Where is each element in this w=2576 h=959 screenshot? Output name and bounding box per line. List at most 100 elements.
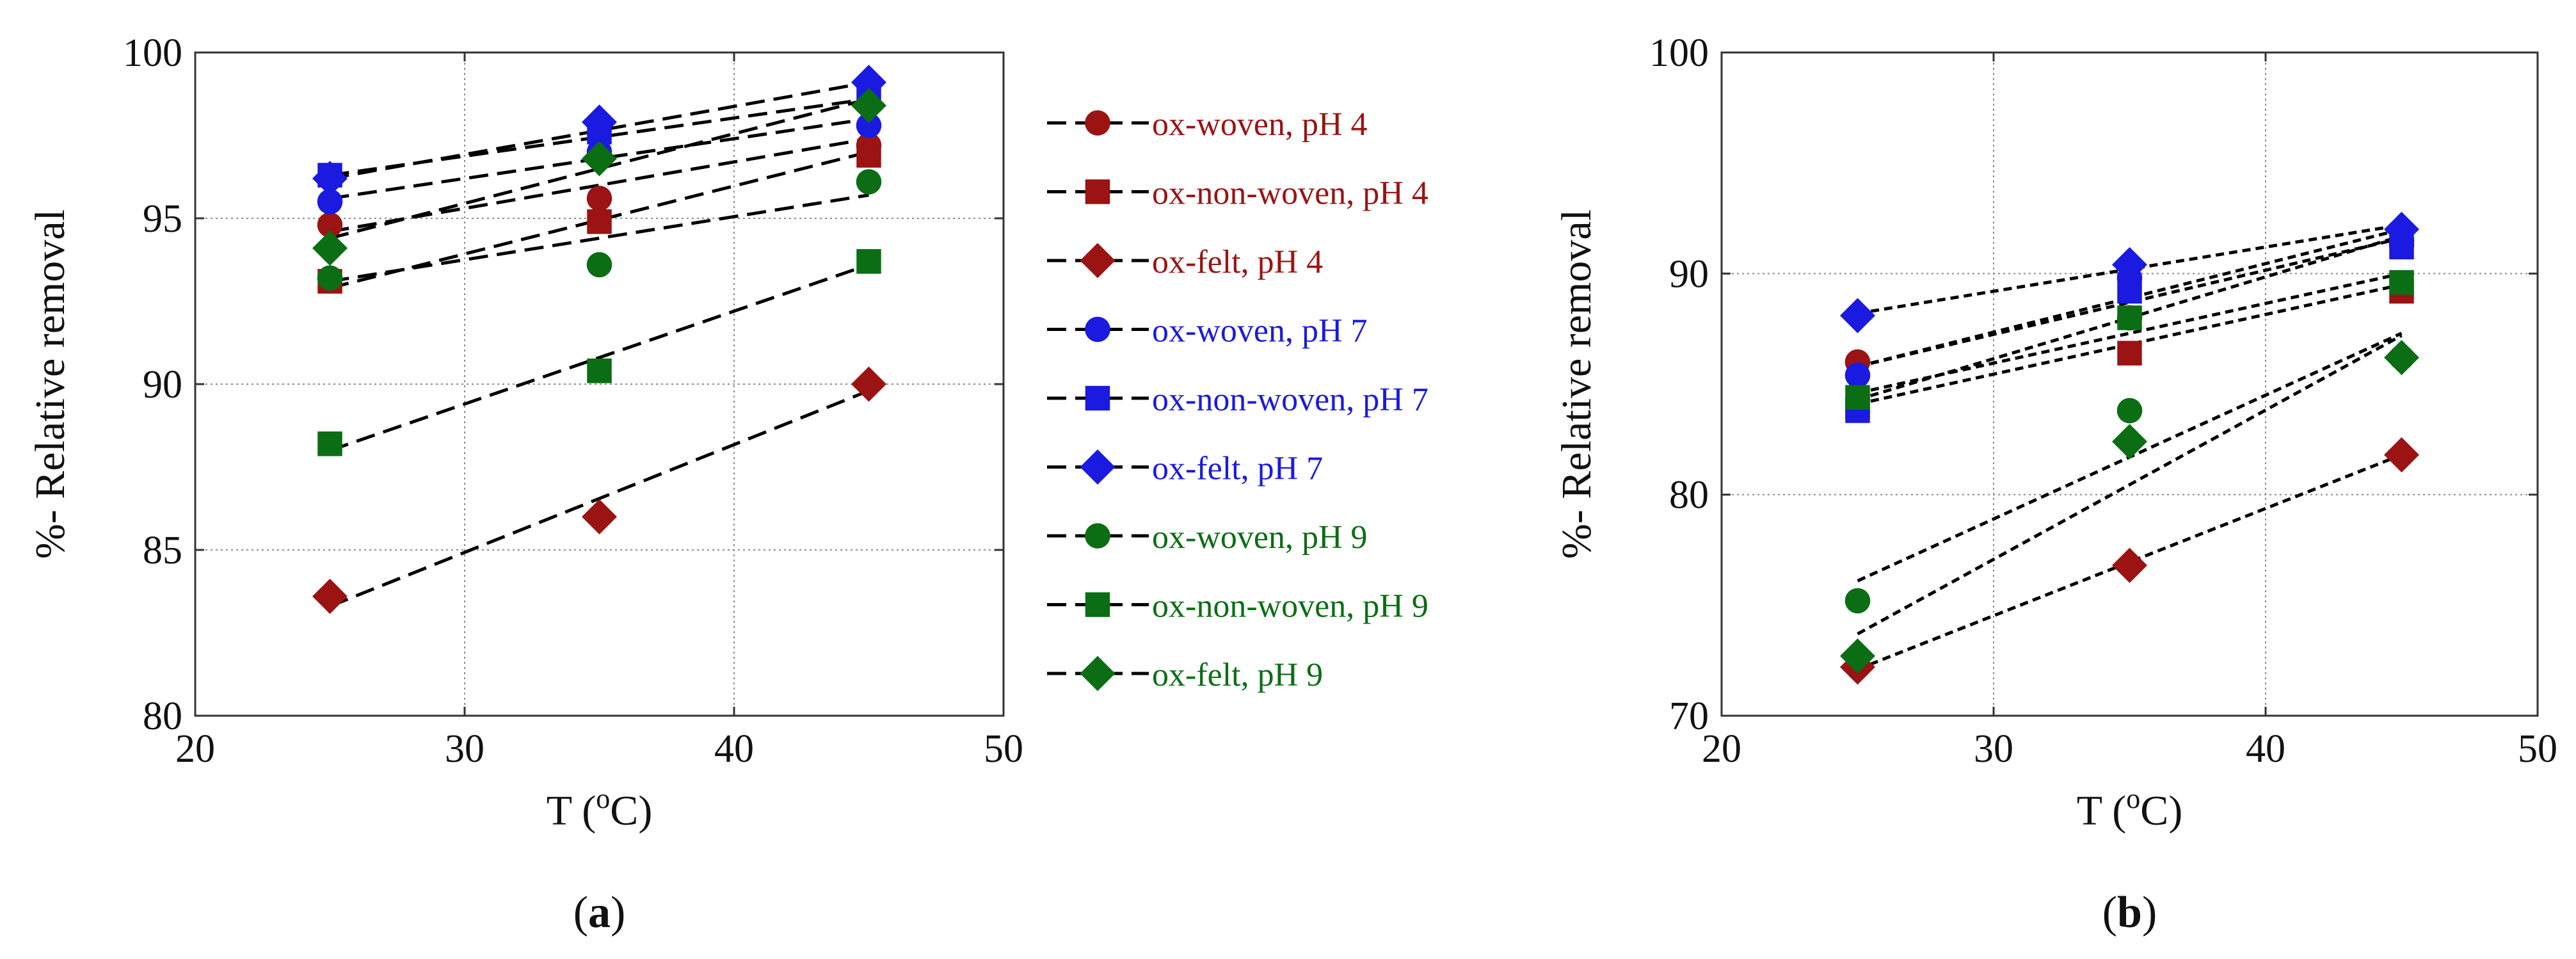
- legend-marker-diamond: [1080, 243, 1116, 278]
- panel-a-point-ox-woven-ph-7-25: [317, 189, 343, 214]
- panel-b-fit-line-ox-felt-ph-4: [1857, 453, 2403, 671]
- legend-marker-diamond: [1080, 449, 1116, 485]
- panel-a: 20 30 40 50 80 85 90 95 100 T (oC) %- Relative rem…: [27, 31, 1023, 937]
- legend-label: ox-felt, pH 7: [1152, 451, 1323, 487]
- panel-b-point-ox-felt-ph-7-25: [1840, 298, 1875, 334]
- panel-a-point-ox-felt-ph-9-45: [851, 88, 886, 124]
- panel-b-fit-line-ox-non-woven-ph-9: [1857, 271, 2403, 395]
- legend-label: ox-woven, pH 4: [1152, 106, 1368, 143]
- legend: ox-woven, pH 4 ox-non-woven, pH 4 ox-felt,…: [1047, 106, 1428, 693]
- panel-a-fit-line-ox-felt-ph-7: [330, 81, 869, 181]
- panel-b-point-ox-felt-ph-9-35: [2112, 424, 2147, 460]
- panel-a-point-ox-felt-ph-7-45: [851, 65, 886, 101]
- legend-label: ox-non-woven, pH 9: [1152, 588, 1428, 625]
- legend-item-ox-felt-ph-7: ox-felt, pH 7: [1047, 449, 1323, 487]
- panel-a-x-tick-label: 20: [175, 727, 215, 771]
- legend-marker-square: [1085, 385, 1110, 411]
- panel-b-y-tick-label: 80: [1669, 474, 1709, 517]
- panel-b-point-ox-non-woven-ph-4-35: [2117, 341, 2142, 366]
- panel-a-point-ox-non-woven-ph-9-35: [587, 359, 612, 383]
- panel-b-fit-line-ox-non-woven-ph-4: [1857, 283, 2403, 406]
- panel-a-fit-line-ox-felt-ph-9: [329, 97, 870, 240]
- panel-a-point-ox-felt-ph-7-25: [312, 161, 348, 197]
- panel-b-x-tick-label: 30: [1974, 727, 2013, 771]
- panel-a-point-ox-non-woven-ph-4-45: [856, 143, 881, 168]
- panel-b-point-ox-felt-ph-4-45: [2384, 437, 2419, 473]
- legend-marker-circle: [1085, 110, 1110, 136]
- legend-item-ox-woven-ph-4: ox-woven, pH 4: [1047, 106, 1368, 143]
- legend-item-ox-woven-ph-9: ox-woven, pH 9: [1047, 519, 1368, 556]
- panel-b-y-axis-label: %- Relative removal: [1553, 209, 1600, 559]
- panel-b-x-tick-label: 50: [2518, 727, 2557, 771]
- legend-label: ox-non-woven, pH 7: [1152, 382, 1428, 418]
- legend-item-ox-non-woven-ph-4: ox-non-woven, pH 4: [1047, 175, 1428, 212]
- panel-b-point-ox-felt-ph-7-35: [2112, 247, 2147, 283]
- panel-b-y-tick-label: 70: [1669, 695, 1709, 738]
- panel-a-point-ox-felt-ph-4-35: [582, 499, 617, 535]
- panel-a-fit-line-ox-non-woven-ph-9: [329, 263, 870, 452]
- legend-item-ox-non-woven-ph-9: ox-non-woven, pH 9: [1047, 588, 1428, 625]
- panel-a-point-ox-woven-ph-9-25: [317, 265, 343, 291]
- panel-a-point-ox-felt-ph-4-45: [851, 366, 886, 402]
- panel-a-y-tick-label: 95: [143, 197, 182, 241]
- panel-a-point-ox-non-woven-ph-9-45: [856, 249, 881, 274]
- panel-b-point-ox-non-woven-ph-9-45: [2389, 270, 2414, 295]
- legend-marker-circle: [1085, 523, 1110, 549]
- legend-label: ox-felt, pH 9: [1152, 657, 1323, 693]
- legend-label: ox-woven, pH 7: [1152, 313, 1368, 350]
- legend-item-ox-woven-ph-7: ox-woven, pH 7: [1047, 313, 1368, 350]
- panel-b-x-tick-label: 20: [1702, 727, 1741, 771]
- panel-a-caption: (a): [573, 888, 626, 937]
- panel-a-x-tick-label: 30: [445, 727, 484, 771]
- panel-a-x-axis-label: T (oC): [547, 783, 653, 834]
- panel-a-point-ox-woven-ph-4-35: [586, 186, 612, 211]
- panel-b-point-ox-felt-ph-7-45: [2384, 211, 2419, 247]
- legend-item-ox-felt-ph-9: ox-felt, pH 9: [1047, 656, 1323, 693]
- panel-b-point-ox-non-woven-ph-9-25: [1845, 385, 1870, 410]
- panel-b-point-ox-non-woven-ph-7-35: [2117, 278, 2142, 304]
- panel-a-point-ox-woven-ph-9-45: [856, 169, 882, 195]
- legend-item-ox-felt-ph-4: ox-felt, pH 4: [1047, 243, 1323, 280]
- panel-a-point-ox-felt-ph-9-25: [312, 230, 348, 266]
- panel-a-y-tick-label: 85: [143, 529, 182, 572]
- panel-a-point-ox-woven-ph-9-35: [586, 252, 612, 278]
- panel-b-point-ox-woven-ph-9-25: [1844, 588, 1871, 614]
- panel-a-point-ox-felt-ph-9-35: [582, 141, 617, 177]
- panel-a-point-ox-woven-ph-7-45: [856, 113, 882, 138]
- panel-a-fit-line-ox-felt-ph-4: [329, 389, 870, 608]
- panel-a-fit-line-ox-non-woven-ph-4: [329, 150, 870, 290]
- panel-b-point-ox-woven-ph-7-25: [1844, 362, 1871, 388]
- panel-b-x-tick-label: 40: [2246, 727, 2285, 771]
- panel-b-x-axis-label: T (oC): [2077, 783, 2183, 834]
- panel-b-point-ox-felt-ph-9-45: [2384, 340, 2419, 376]
- panel-b-fit-line-ox-felt-ph-9: [1857, 334, 2403, 636]
- panel-b-point-ox-non-woven-ph-9-35: [2117, 305, 2142, 330]
- panel-a-point-ox-non-woven-ph-4-35: [587, 209, 612, 234]
- legend-label: ox-felt, pH 4: [1152, 244, 1323, 280]
- panel-a-point-ox-felt-ph-7-35: [582, 104, 617, 140]
- panel-a-fit-line-ox-woven-ph-9: [330, 193, 869, 283]
- legend-label: ox-woven, pH 9: [1152, 519, 1368, 556]
- legend-marker-circle: [1085, 316, 1110, 342]
- legend-item-ox-non-woven-ph-7: ox-non-woven, pH 7: [1047, 382, 1428, 418]
- panel-a-x-tick-label: 50: [984, 727, 1023, 771]
- panel-b: 20 30 40 50 70 80 90 100 T (oC) %- Relative remov…: [1553, 31, 2557, 937]
- panel-b-point-ox-felt-ph-9-25: [1840, 638, 1875, 674]
- panel-b-point-ox-woven-ph-9-35: [2116, 398, 2143, 424]
- legend-marker-square: [1085, 592, 1110, 617]
- panel-b-caption: (b): [2102, 888, 2157, 937]
- panel-b-y-tick-label: 90: [1669, 252, 1709, 296]
- panel-a-point-ox-woven-ph-4-25: [317, 212, 343, 238]
- panel-a-y-axis-label: %- Relative removal: [27, 209, 74, 559]
- legend-label: ox-non-woven, pH 4: [1152, 175, 1428, 212]
- panel-a-point-ox-felt-ph-4-25: [312, 579, 348, 615]
- panel-a-y-tick-label: 80: [143, 695, 182, 738]
- panel-a-point-ox-non-woven-ph-9-25: [317, 431, 342, 456]
- panel-b-point-ox-felt-ph-4-35: [2112, 547, 2147, 583]
- legend-marker-square: [1085, 179, 1110, 204]
- panel-a-x-tick-label: 40: [714, 727, 754, 771]
- panel-a-y-tick-label: 100: [123, 31, 182, 75]
- legend-marker-diamond: [1080, 656, 1116, 691]
- panel-a-y-tick-label: 90: [143, 363, 182, 407]
